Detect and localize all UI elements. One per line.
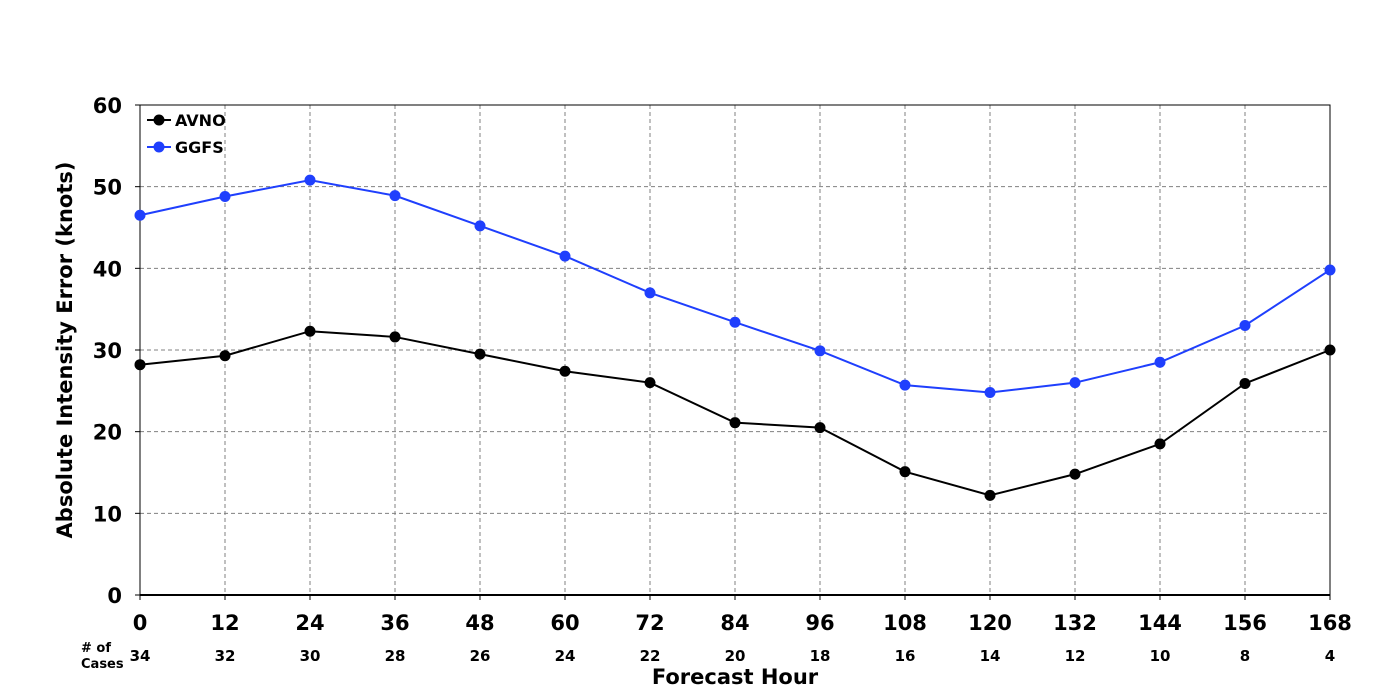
data-point-avno	[1069, 468, 1081, 480]
data-point-ggfs	[1154, 356, 1166, 368]
case-count-label: 22	[640, 647, 661, 665]
x-tick-label: 132	[1053, 611, 1097, 635]
y-axis-title: Absolute Intensity Error (knots)	[53, 162, 77, 539]
y-tick-label: 60	[93, 94, 122, 118]
data-point-ggfs	[1324, 264, 1336, 276]
legend: AVNO GGFS	[147, 111, 226, 157]
x-tick-label: 60	[550, 611, 579, 635]
case-count-label: 16	[895, 647, 916, 665]
case-count-label: 28	[385, 647, 406, 665]
case-count-label: 4	[1325, 647, 1335, 665]
legend-item-ggfs: GGFS	[147, 138, 224, 157]
data-point-ggfs	[474, 220, 486, 232]
data-point-avno	[899, 466, 911, 478]
data-point-ggfs	[559, 250, 571, 262]
legend-label: GGFS	[175, 138, 224, 157]
x-tick-label: 12	[210, 611, 239, 635]
legend-label: AVNO	[175, 111, 226, 130]
case-count-label: 24	[555, 647, 576, 665]
y-tick-label: 50	[93, 176, 122, 200]
cases-title-2: Cases	[81, 657, 124, 672]
y-tick-label: 30	[93, 339, 122, 363]
x-axis-title: Forecast Hour	[652, 665, 819, 689]
case-count-label: 8	[1240, 647, 1250, 665]
data-point-ggfs	[1239, 320, 1251, 331]
data-point-avno	[984, 489, 996, 501]
y-tick-label: 40	[93, 257, 122, 281]
data-point-avno	[219, 350, 231, 362]
data-point-ggfs	[304, 174, 316, 186]
x-tick-label: 168	[1308, 611, 1352, 635]
x-tick-label: 36	[380, 611, 409, 635]
data-point-ggfs	[389, 190, 401, 202]
case-count-label: 18	[810, 647, 831, 665]
x-tick-label: 72	[635, 611, 664, 635]
case-count-label: 10	[1150, 647, 1171, 665]
data-point-avno	[389, 331, 401, 343]
y-tick-label: 10	[93, 502, 122, 526]
data-point-ggfs	[729, 316, 741, 328]
y-tick-label: 20	[93, 421, 122, 445]
grid-lines	[140, 105, 1330, 595]
x-tick-label: 0	[133, 611, 148, 635]
x-tick-label: 156	[1223, 611, 1267, 635]
case-count-label: 26	[470, 647, 491, 665]
data-point-ggfs	[814, 345, 826, 357]
series-ggfs	[134, 174, 1336, 398]
x-tick-label: 144	[1138, 611, 1182, 635]
y-tick-label: 0	[107, 584, 122, 608]
legend-item-avno: AVNO	[147, 111, 226, 130]
case-count-label: 12	[1065, 647, 1086, 665]
case-count-label: 30	[300, 647, 321, 665]
data-point-ggfs	[899, 379, 911, 391]
data-point-avno	[134, 359, 146, 371]
x-tick-label: 48	[465, 611, 494, 635]
data-point-avno	[729, 417, 741, 429]
data-point-ggfs	[984, 386, 996, 398]
legend-marker	[153, 114, 165, 126]
data-point-avno	[1154, 438, 1166, 450]
case-count-label: 34	[130, 647, 151, 665]
cases-title-line2: Cases	[81, 657, 124, 672]
x-tick-label: 24	[295, 611, 324, 635]
data-point-avno	[1239, 377, 1251, 389]
case-count-label: 14	[980, 647, 1001, 665]
data-point-avno	[1324, 344, 1336, 356]
series-avno	[134, 325, 1336, 501]
data-point-ggfs	[644, 287, 656, 299]
x-axis-ticks: 0 12 24 36 48 60 72 84 96 108 120 132 144 156 168	[133, 595, 1352, 635]
data-point-avno	[304, 325, 316, 337]
x-tick-label: 120	[968, 611, 1012, 635]
legend-marker	[153, 141, 165, 153]
case-count-row: 34 32 30 28 26 24 22 20 18 16 14 12 10 8 4	[130, 647, 1336, 665]
data-point-ggfs	[219, 190, 231, 202]
data-point-avno	[559, 365, 571, 377]
data-point-avno	[814, 422, 826, 434]
cases-title: # of	[81, 641, 111, 656]
y-axis-ticks: 0 10 20 30 40 50 60	[93, 94, 140, 608]
series-layer	[134, 174, 1336, 501]
data-point-avno	[644, 377, 656, 389]
x-tick-label: 96	[805, 611, 834, 635]
case-count-label: 20	[725, 647, 746, 665]
x-tick-label: 84	[720, 611, 749, 635]
case-count-label: 32	[215, 647, 236, 665]
cases-title-line1: # of	[81, 641, 111, 656]
data-point-ggfs	[134, 209, 146, 221]
x-tick-label: 108	[883, 611, 927, 635]
data-point-ggfs	[1069, 377, 1081, 389]
data-point-avno	[474, 348, 486, 360]
